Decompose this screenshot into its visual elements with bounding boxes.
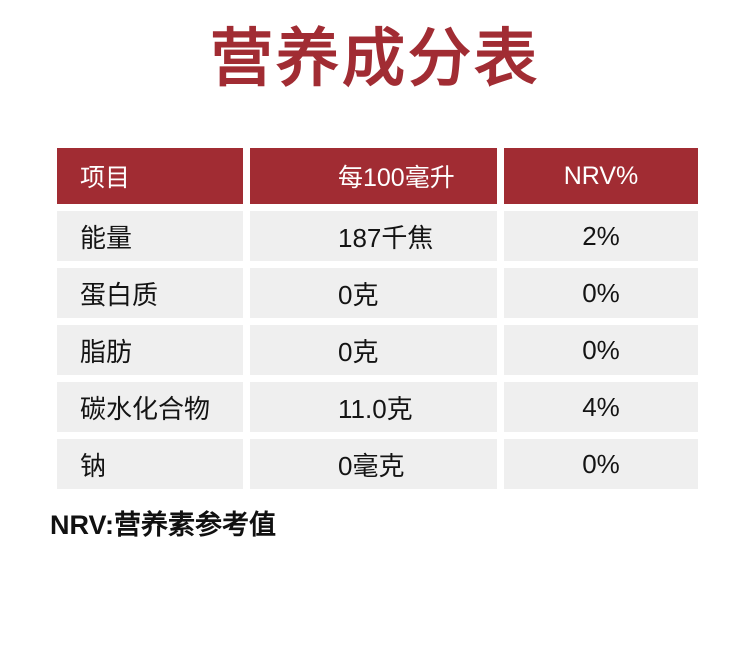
row-label-energy: 能量	[57, 211, 243, 261]
row-nrv-protein: 0%	[504, 268, 698, 318]
row-nrv-carbohydrate: 4%	[504, 382, 698, 432]
nrv-footnote: NRV:营养素参考值	[50, 510, 277, 540]
column-header-nrv: NRV%	[504, 148, 698, 204]
row-nrv-sodium: 0%	[504, 439, 698, 489]
row-label-carbohydrate: 碳水化合物	[57, 382, 243, 432]
row-value-sodium: 0毫克	[250, 439, 497, 489]
row-label-fat: 脂肪	[57, 325, 243, 375]
column-header-per-100ml: 每100毫升	[250, 148, 497, 204]
row-label-sodium: 钠	[57, 439, 243, 489]
column-header-item: 项目	[57, 148, 243, 204]
row-value-fat: 0克	[250, 325, 497, 375]
row-value-carbohydrate: 11.0克	[250, 382, 497, 432]
row-nrv-energy: 2%	[504, 211, 698, 261]
row-label-protein: 蛋白质	[57, 268, 243, 318]
page-title: 营养成分表	[210, 24, 540, 94]
row-nrv-fat: 0%	[504, 325, 698, 375]
row-value-energy: 187千焦	[250, 211, 497, 261]
nutrition-table: 项目 每100毫升 NRV% 能量 187千焦 2% 蛋白质 0克 0% 脂肪 …	[57, 148, 698, 489]
row-value-protein: 0克	[250, 268, 497, 318]
